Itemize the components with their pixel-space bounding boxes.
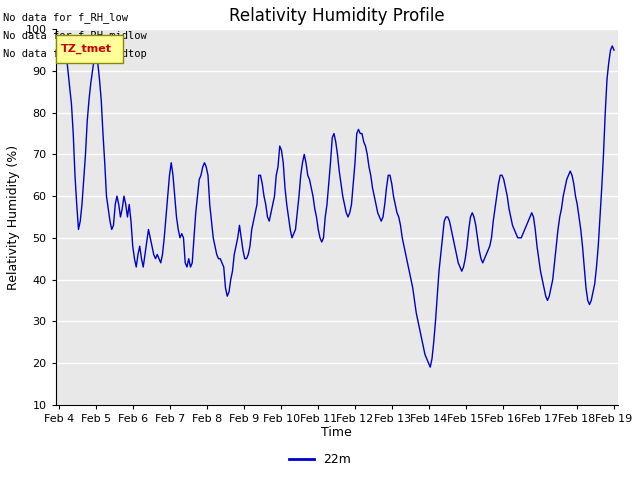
Legend: 22m: 22m (284, 448, 356, 471)
Text: TZ_tmet: TZ_tmet (61, 44, 111, 54)
Y-axis label: Relativity Humidity (%): Relativity Humidity (%) (7, 144, 20, 289)
Text: No data for f_RH_midlow: No data for f_RH_midlow (3, 30, 147, 41)
Text: No data for f_RH_midtop: No data for f_RH_midtop (3, 48, 147, 60)
X-axis label: Time: Time (321, 426, 352, 440)
Text: No data for f_RH_low: No data for f_RH_low (3, 12, 128, 23)
Title: Relativity Humidity Profile: Relativity Humidity Profile (228, 7, 444, 25)
